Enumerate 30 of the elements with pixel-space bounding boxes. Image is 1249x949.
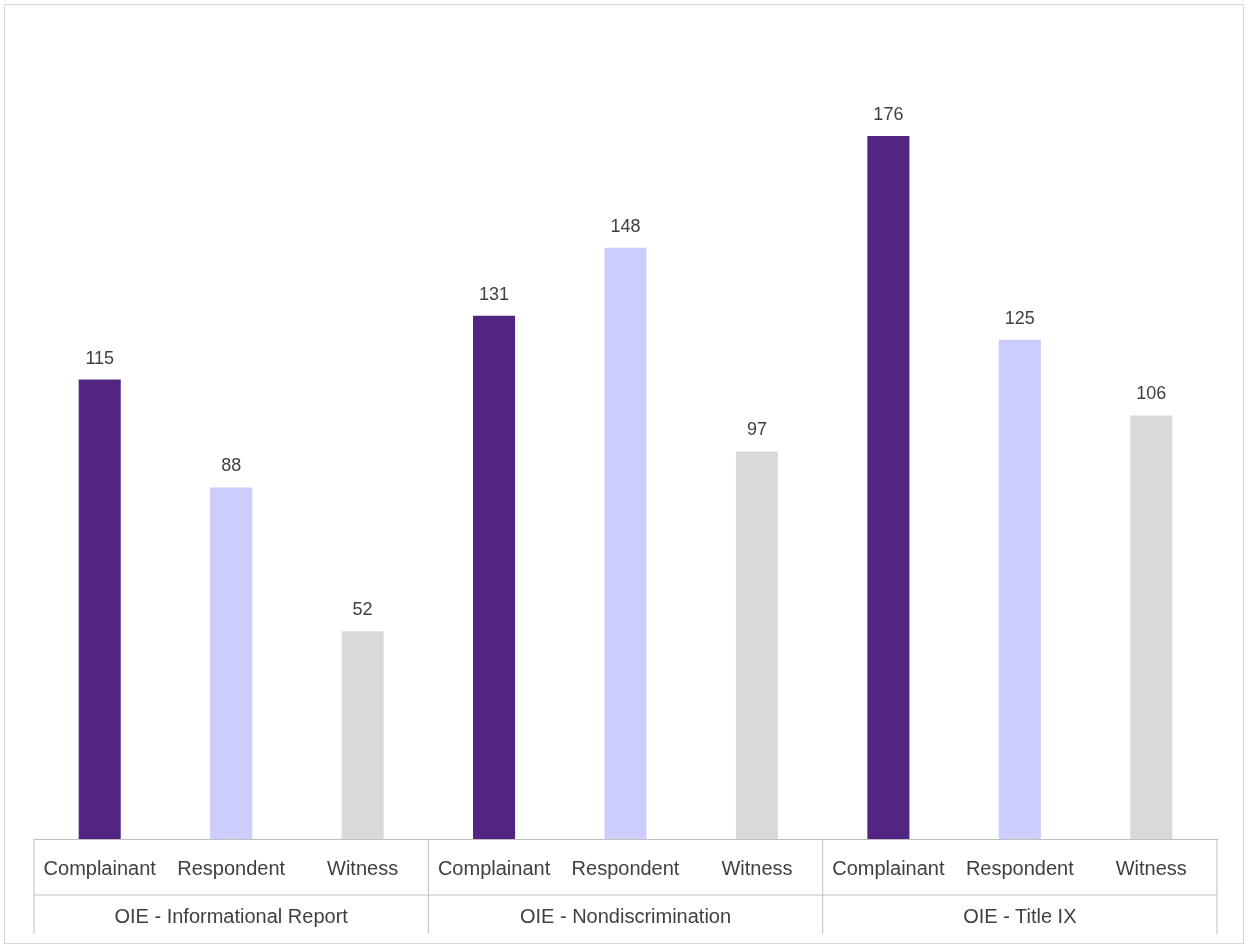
bar <box>1130 415 1173 839</box>
bar <box>867 135 910 839</box>
data-label: 148 <box>610 215 641 236</box>
x-tick-label: Complainant <box>832 856 945 879</box>
data-label: 106 <box>1136 383 1167 404</box>
data-label: 97 <box>746 419 767 440</box>
bar <box>998 339 1041 839</box>
x-tick-label: Complainant <box>43 856 157 879</box>
text: OIE - Nondiscrimination <box>519 904 732 927</box>
bar <box>604 247 647 839</box>
x-tick-label: Witness <box>1115 856 1187 879</box>
bar <box>735 451 778 839</box>
data-label: 176 <box>873 103 904 124</box>
bar <box>78 379 121 839</box>
data-label: 52 <box>352 599 373 620</box>
data-label: 131 <box>479 283 510 304</box>
text: OIE - Informational Report <box>114 904 349 927</box>
x-tick-label: Witness <box>721 856 793 879</box>
text: OIE - Title IX <box>963 904 1077 927</box>
data-label: 125 <box>1004 307 1035 328</box>
bar <box>210 487 253 839</box>
x-tick-label: Respondent <box>965 856 1075 879</box>
bar <box>473 315 516 839</box>
x-tick-label: Witness <box>327 856 399 879</box>
data-label: 115 <box>85 347 115 368</box>
x-tick-label: Respondent <box>177 856 286 879</box>
x-tick-label: Respondent <box>571 856 680 879</box>
bar <box>341 631 384 839</box>
x-tick-label: Complainant <box>437 856 551 879</box>
data-label: 88 <box>221 455 242 476</box>
